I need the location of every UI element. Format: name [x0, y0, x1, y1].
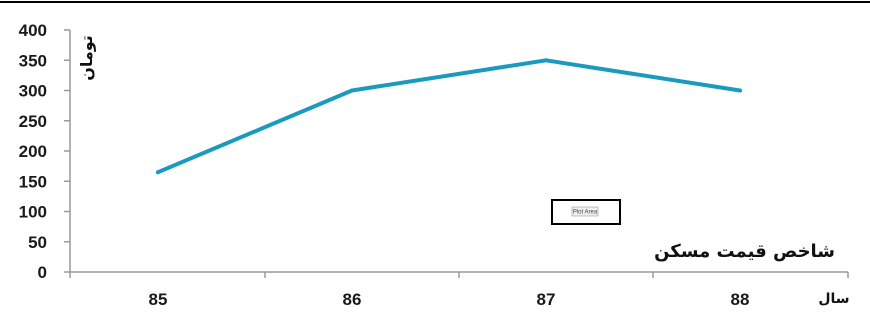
chart-axes [64, 29, 849, 278]
plot-area-tooltip: Plot Area [551, 199, 621, 225]
data-point [544, 58, 548, 63]
y-tick-label: 50 [28, 233, 47, 252]
y-tick-label: 150 [19, 172, 47, 191]
y-tick-label: 200 [19, 142, 47, 161]
x-tick-label: 87 [537, 290, 556, 309]
y-tick-label: 400 [19, 21, 47, 40]
data-point [350, 88, 354, 93]
series-layer [156, 58, 742, 175]
y-axis-label: تومان [77, 35, 96, 81]
y-tick-label: 100 [19, 203, 47, 222]
x-tick-label: 88 [731, 290, 750, 309]
x-axis-label: سال [818, 291, 849, 307]
y-tick-label: 250 [19, 112, 47, 131]
series-name-label: شاخص قیمت مسکن [654, 241, 835, 262]
series-line [156, 58, 742, 175]
y-tick-label: 300 [19, 82, 47, 101]
y-tick-label: 350 [19, 51, 47, 70]
data-point [738, 88, 742, 93]
x-tick-label: 86 [343, 290, 362, 309]
data-point [156, 170, 160, 175]
x-tick-label: 85 [149, 290, 168, 309]
plot-area-tooltip-text: Plot Area [573, 210, 598, 216]
y-tick-label: 0 [38, 263, 47, 282]
tick-labels: 0 50 100 150 200 250 300 350 400 85 86 87 88 [19, 21, 750, 309]
